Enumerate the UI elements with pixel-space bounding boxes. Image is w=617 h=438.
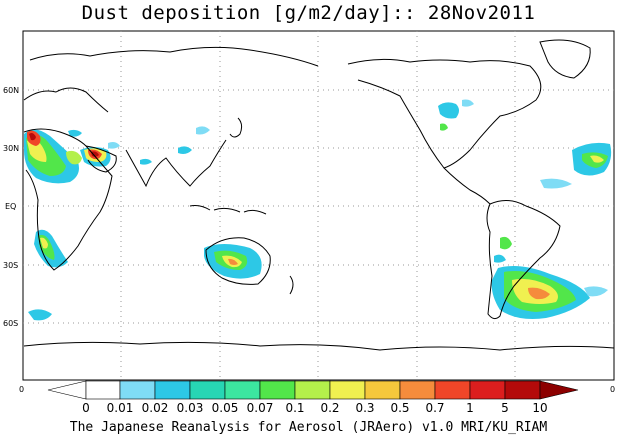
colorbar-label: 0.7 [425,401,444,415]
colorbar-right-arrow [539,380,579,400]
colorbar-label: 0.02 [142,401,169,415]
colorbar-label: 0 [82,401,90,415]
colorbar-swatch-11 [434,380,471,400]
graticule [23,31,614,380]
colorbar-swatch-2 [119,380,156,400]
colorbar-swatch-12 [469,380,506,400]
colorbar-label: 1 [466,401,474,415]
lat-label-eq: EQ [5,202,16,211]
colorbar-label: 0.05 [212,401,239,415]
lat-label-30s: 30S [3,261,18,270]
colorbar-swatch-13 [504,380,541,400]
corner-label-left: 0 [19,385,24,394]
colorbar-label: 10 [532,401,547,415]
colorbar-labels: 0 0.01 0.02 0.03 0.05 0.07 0.1 0.2 0.3 0… [82,401,547,415]
colorbar-swatch-4 [189,380,226,400]
colorbar-label: 0.03 [177,401,204,415]
colorbar-swatch-9 [364,380,401,400]
colorbar-label: 0.07 [247,401,274,415]
colorbar-swatch-3 [154,380,191,400]
lat-labels: 60N 30N EQ 30S 60S [3,86,19,328]
colorbar-label: 0.3 [355,401,374,415]
colorbar-swatch-8 [329,380,366,400]
colorbar-label: 5 [501,401,509,415]
colorbar-label: 0.01 [107,401,134,415]
map-title: Dust deposition [g/m2/day]:: 28Nov2011 [81,2,536,24]
colorbar-label: 0.2 [320,401,339,415]
colorbar-swatch-1 [85,380,121,400]
lat-label-60n: 60N [3,86,19,95]
dust-shading [24,99,612,321]
lat-label-60s: 60S [3,319,18,328]
colorbar-label: 0.1 [285,401,304,415]
coastlines [23,39,615,351]
colorbar-swatch-6 [259,380,296,400]
colorbar-left-arrow [47,380,87,400]
lat-label-30n: 30N [3,144,19,153]
source-caption: The Japanese Reanalysis for Aerosol (JRA… [69,420,548,435]
corner-label-right: 0 [610,385,615,394]
colorbar-swatch-10 [399,380,436,400]
colorbar-swatch-5 [224,380,261,400]
colorbar [47,380,579,400]
colorbar-label: 0.5 [390,401,409,415]
colorbar-swatch-7 [294,380,331,400]
